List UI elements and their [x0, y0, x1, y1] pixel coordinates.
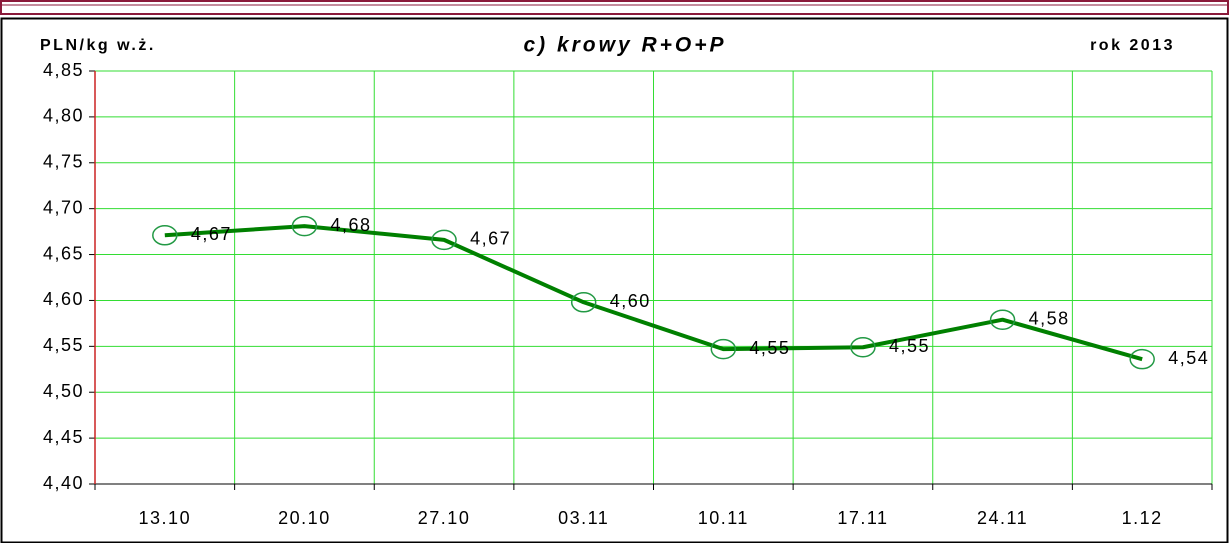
marker: [570, 292, 597, 313]
marker: [989, 309, 1016, 330]
y-tick-label: 4,40: [43, 473, 84, 493]
value-label: 4,58: [1029, 308, 1070, 328]
marker: [431, 229, 457, 251]
marker: [152, 225, 178, 246]
x-tick-label: 27.10: [418, 508, 471, 528]
y-tick-label: 4,75: [43, 152, 84, 172]
marker: [291, 215, 318, 237]
value-label: 4,60: [610, 291, 651, 311]
value-label: 4,67: [470, 229, 511, 249]
y-axis-label: PLN/kg w.ż.: [40, 37, 156, 54]
y-tick-label: 4,45: [43, 427, 84, 447]
x-tick-label: 03.11: [558, 508, 609, 528]
y-tick-label: 4,70: [43, 197, 84, 217]
series-line: [164, 224, 1143, 362]
y-tick-label: 4,80: [43, 106, 84, 126]
y-tick-label: 4,50: [43, 381, 84, 401]
top-strip: [0, 0, 1229, 15]
marker: [850, 337, 876, 358]
annotation: rok 2013: [1090, 37, 1175, 54]
value-label: 4,54: [1168, 348, 1209, 368]
value-label: 4,68: [330, 215, 371, 235]
value-label: 4,55: [749, 338, 790, 358]
y-tick-label: 4,85: [43, 60, 84, 80]
x-tick-label: 20.10: [278, 508, 331, 528]
chart-title: c) krowy R+O+P: [523, 34, 726, 57]
y-tick-label: 4,55: [43, 335, 84, 355]
x-tick-label: 1.12: [1122, 508, 1163, 528]
marker: [710, 338, 737, 360]
x-tick-label: 17.11: [837, 508, 888, 528]
x-tick-label: 13.10: [139, 508, 192, 528]
value-label: 4,55: [889, 336, 930, 356]
x-tick-label: 24.11: [977, 508, 1028, 528]
marker: [1129, 348, 1155, 370]
y-tick-label: 4,60: [43, 289, 84, 309]
value-label: 4,67: [191, 224, 232, 244]
y-tick-label: 4,65: [43, 243, 84, 263]
chart-frame: [0, 17, 1229, 543]
x-tick-label: 10.11: [698, 508, 749, 528]
